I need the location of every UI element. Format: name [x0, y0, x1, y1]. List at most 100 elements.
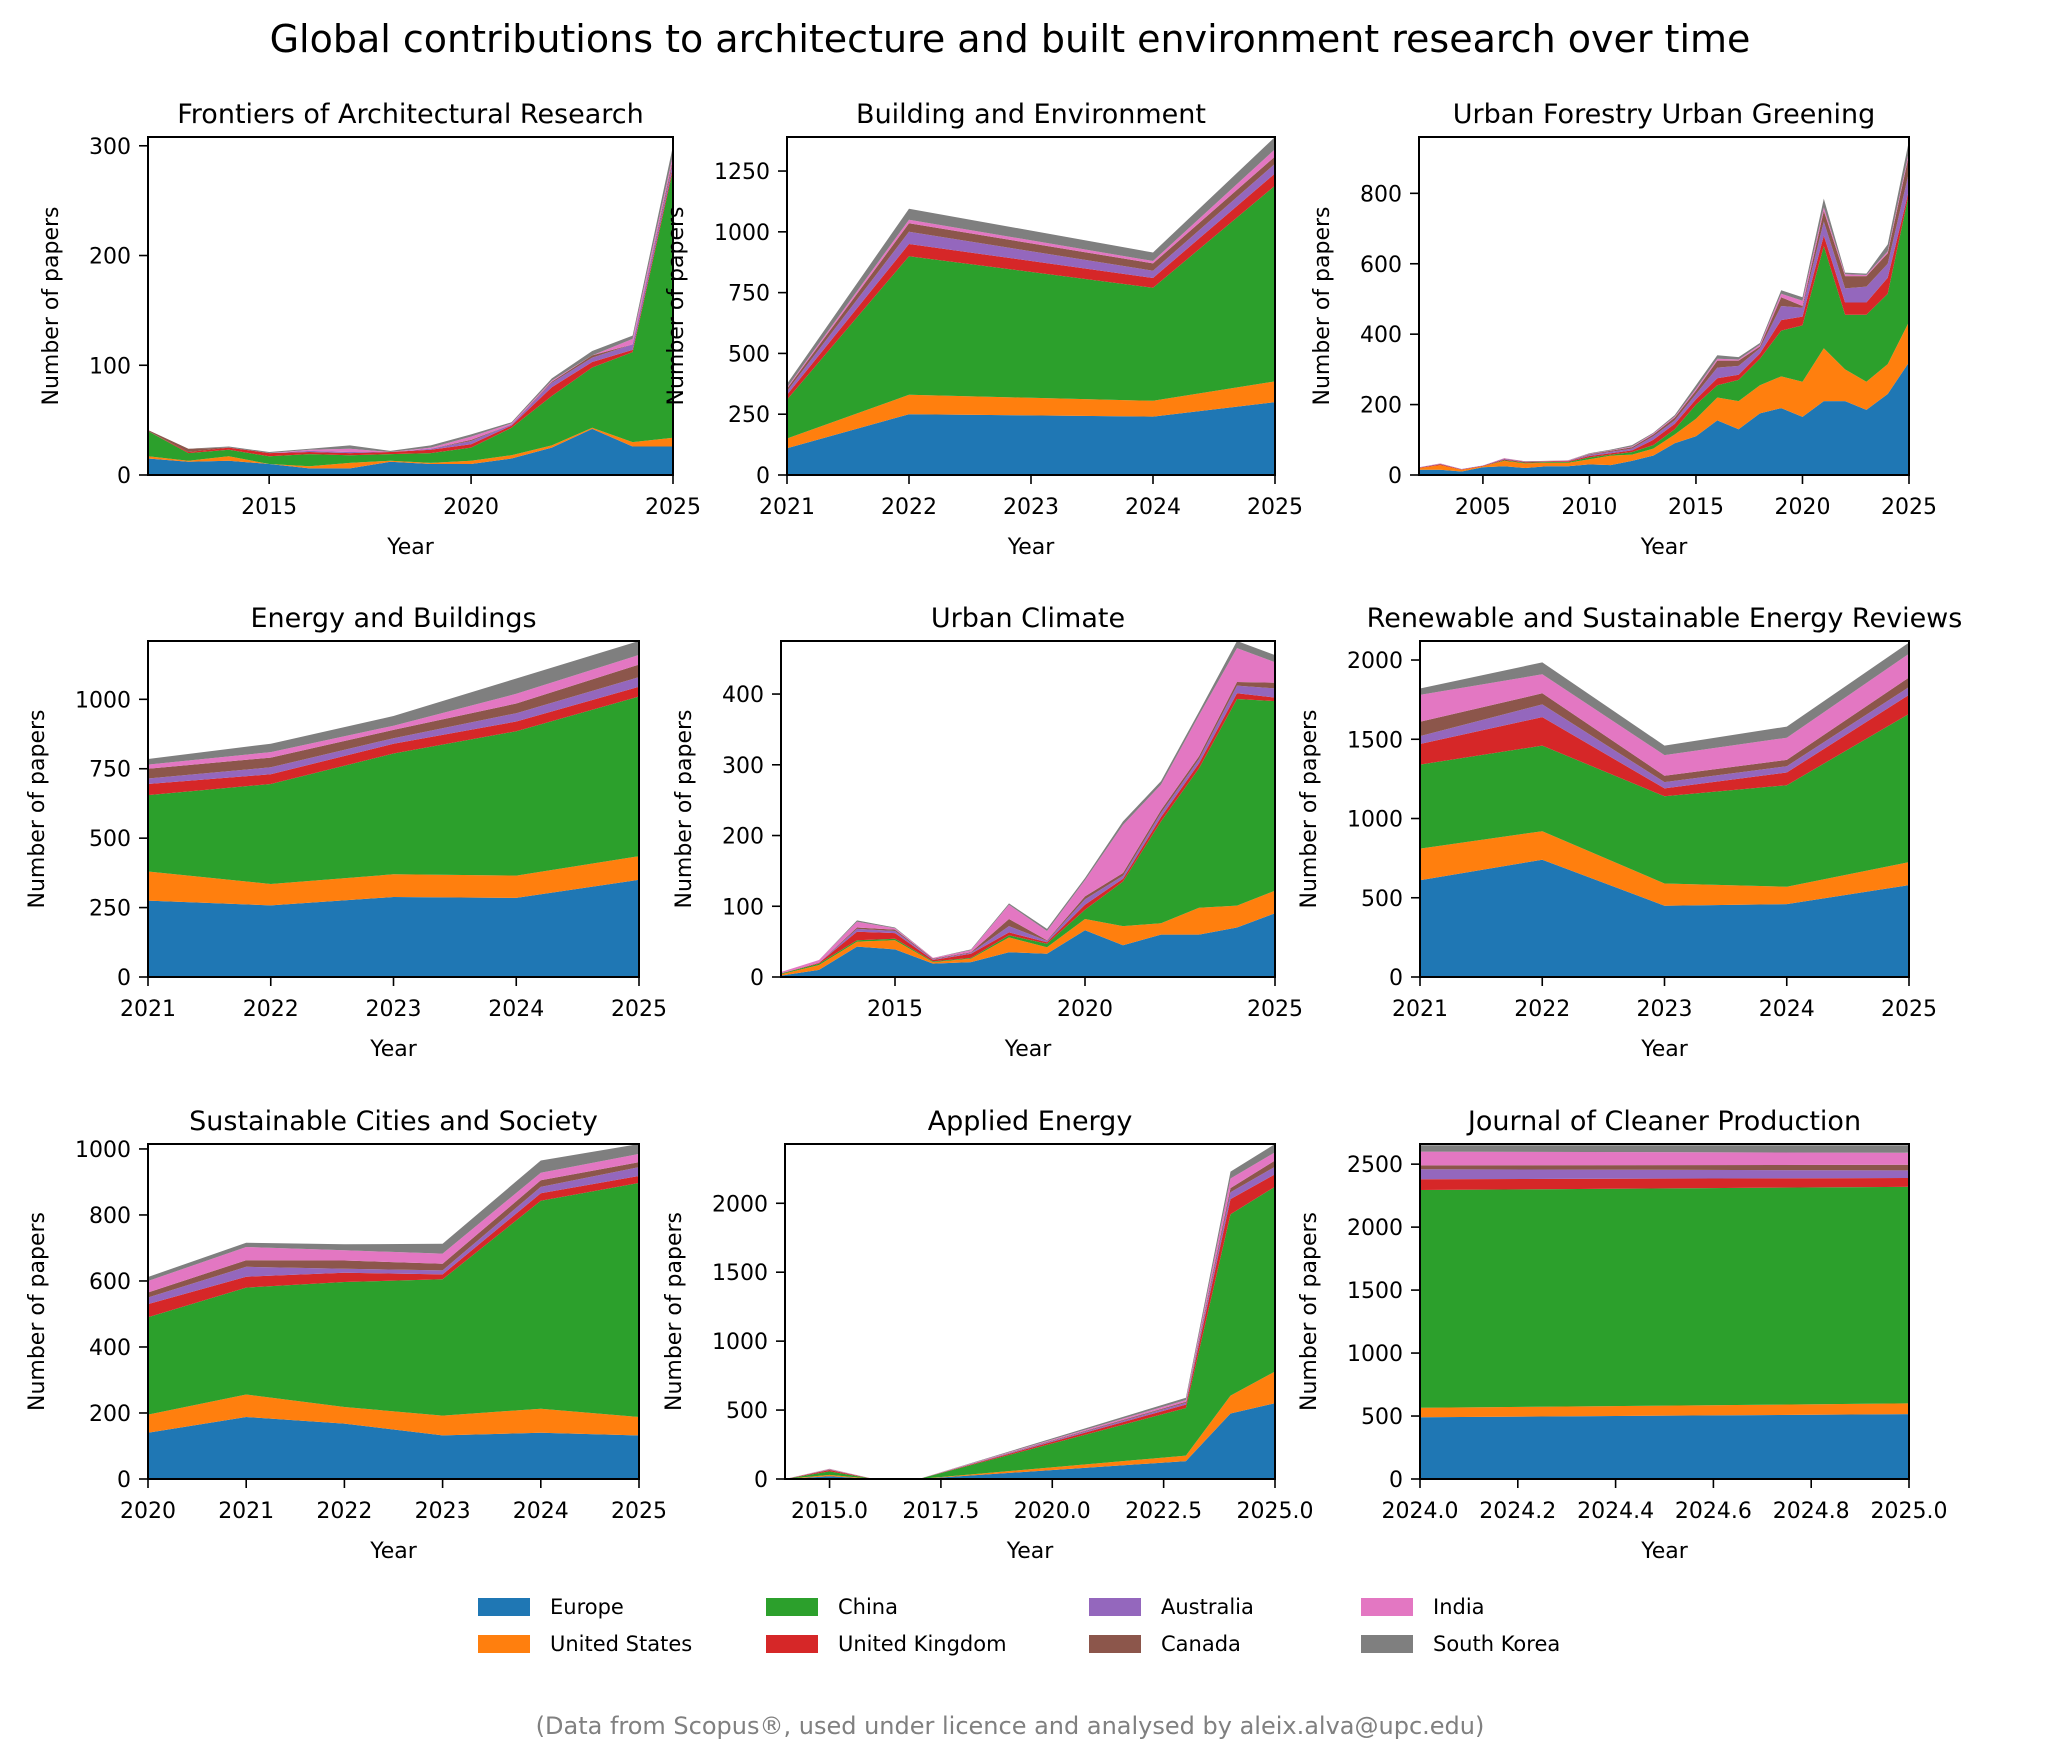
- subplot-title: Sustainable Cities and Society: [189, 1106, 598, 1137]
- area-india: [781, 648, 1275, 974]
- subplot-grid: 0 100 200 300 2015 2020 2025 Frontiers of Archi…: [25, 99, 1962, 1564]
- y-tick-label: 500: [1361, 1405, 1403, 1430]
- x-axis-label: Year: [369, 1037, 418, 1062]
- x-tick-label: 2024: [488, 997, 544, 1022]
- y-tick-label: 0: [756, 464, 770, 489]
- x-tick-label: 2023: [415, 1499, 471, 1524]
- subplot-title: Energy and Buildings: [250, 603, 536, 634]
- subplot-title: Urban Forestry Urban Greening: [1453, 99, 1876, 130]
- x-tick-label: 2024.6: [1675, 1499, 1752, 1524]
- y-tick-label: 0: [1389, 1468, 1403, 1493]
- x-tick-label: 2025: [1881, 495, 1937, 520]
- area-united-states: [148, 1394, 639, 1436]
- y-tick-label: 100: [89, 354, 131, 379]
- x-tick-label: 2015: [241, 495, 297, 520]
- y-tick-label: 2500: [1347, 1153, 1403, 1178]
- legend-swatch: [1361, 1598, 1413, 1616]
- y-tick-label: 750: [728, 282, 770, 307]
- legend-swatch: [1361, 1635, 1413, 1653]
- area-europe: [787, 402, 1275, 475]
- axes-frame: [784, 1143, 1276, 1480]
- subplot-7: 0 200 400 600 800 1000 2020 2021 2022 2023 2024 202…: [25, 1106, 667, 1564]
- legend-item-south-korea: South Korea: [1361, 1632, 1560, 1656]
- area-china: [148, 696, 639, 884]
- y-tick-label: 400: [1360, 323, 1402, 348]
- subplot-6: 0 500 1000 1500 2000 2021 2022 2023 2024 2025 Rene…: [1297, 603, 1962, 1062]
- footnote: (Data from Scopus®, used under licence a…: [536, 1712, 1485, 1740]
- subplot-1: 0 100 200 300 2015 2020 2025 Frontiers of Archi…: [39, 99, 701, 560]
- x-tick-label: 2020: [1774, 495, 1830, 520]
- x-axis-label: Year: [1640, 1539, 1689, 1564]
- area-europe: [785, 1403, 1275, 1479]
- axes-frame: [780, 640, 1276, 978]
- x-tick-label: 2021: [218, 1499, 274, 1524]
- area-united-kingdom: [1420, 694, 1909, 797]
- area-india: [1420, 1151, 1909, 1166]
- legend: Europe United States China United Kingdom Au…: [478, 1595, 1560, 1656]
- subplot-title: Urban Climate: [931, 603, 1125, 634]
- area-canada: [1420, 677, 1909, 783]
- y-tick-label: 250: [89, 897, 131, 922]
- y-tick-label: 200: [89, 1402, 131, 1427]
- x-tick-label: 2025.0: [1237, 1499, 1314, 1524]
- x-axis-label: Year: [1006, 1539, 1055, 1564]
- x-tick-label: 2024.2: [1479, 1499, 1556, 1524]
- area-india: [148, 1153, 639, 1293]
- x-tick-label: 2020: [443, 495, 499, 520]
- x-tick-label: 2015: [1668, 495, 1724, 520]
- subplot-title: Applied Energy: [928, 1106, 1133, 1137]
- y-axis-label: Number of papers: [1297, 1212, 1322, 1411]
- y-tick-label: 500: [1361, 887, 1403, 912]
- y-axis-label: Number of papers: [1297, 709, 1322, 908]
- area-canada: [148, 664, 639, 779]
- x-tick-label: 2025: [1247, 495, 1303, 520]
- legend-label: Australia: [1161, 1595, 1254, 1619]
- x-tick-label: 2025: [611, 1499, 667, 1524]
- area-europe: [148, 879, 639, 977]
- area-south-korea: [148, 1144, 639, 1281]
- x-tick-label: 2020.0: [1014, 1499, 1091, 1524]
- y-tick-label: 0: [750, 966, 764, 991]
- area-europe: [1419, 362, 1909, 475]
- legend-item-canada: Canada: [1089, 1632, 1241, 1656]
- y-tick-label: 600: [89, 1270, 131, 1295]
- legend-swatch: [766, 1635, 818, 1653]
- y-tick-label: 500: [726, 1399, 768, 1424]
- area-united-states: [1419, 321, 1909, 472]
- area-europe: [1420, 1414, 1909, 1479]
- area-china: [1419, 193, 1909, 470]
- y-tick-label: 2000: [712, 1192, 768, 1217]
- x-tick-label: 2025.0: [1871, 1499, 1948, 1524]
- y-tick-label: 1000: [1347, 808, 1403, 833]
- subplot-3: 0 200 400 600 800 2005 2010 2015 2020 2025 Urban F…: [1310, 99, 1937, 560]
- area-china: [787, 185, 1275, 439]
- y-axis-label: Number of papers: [25, 1212, 50, 1411]
- y-tick-label: 300: [722, 754, 764, 779]
- x-tick-label: 2023: [366, 997, 422, 1022]
- y-tick-label: 1000: [714, 221, 770, 246]
- y-tick-label: 100: [722, 895, 764, 920]
- x-axis-label: Year: [1007, 535, 1056, 560]
- subplot-2: 0 250 500 750 1000 1250 2021 2022 2023 2024 2025 Bu…: [664, 99, 1303, 560]
- subplot-title: Frontiers of Architectural Research: [177, 99, 644, 130]
- x-tick-label: 2024.8: [1773, 1499, 1850, 1524]
- legend-label: South Korea: [1433, 1632, 1560, 1656]
- subplot-9: 0 500 1000 1500 2000 2500 2024.0 2024.2 2024.4 20…: [1297, 1106, 1947, 1564]
- x-axis-label: Year: [1640, 1037, 1689, 1062]
- x-tick-label: 2024: [513, 1499, 569, 1524]
- y-tick-label: 2000: [1347, 649, 1403, 674]
- area-united-kingdom: [148, 686, 639, 796]
- x-tick-label: 2021: [759, 495, 815, 520]
- legend-label: Europe: [550, 1595, 624, 1619]
- area-united-states: [148, 856, 639, 906]
- y-axis-label: Number of papers: [39, 206, 64, 405]
- area-europe: [1420, 859, 1909, 977]
- legend-label: Canada: [1161, 1632, 1241, 1656]
- area-china: [1420, 1186, 1909, 1408]
- y-tick-label: 1250: [714, 160, 770, 185]
- x-tick-label: 2023: [1003, 495, 1059, 520]
- x-tick-label: 2025: [1881, 997, 1937, 1022]
- area-china: [148, 1182, 639, 1417]
- x-tick-label: 2022: [881, 495, 937, 520]
